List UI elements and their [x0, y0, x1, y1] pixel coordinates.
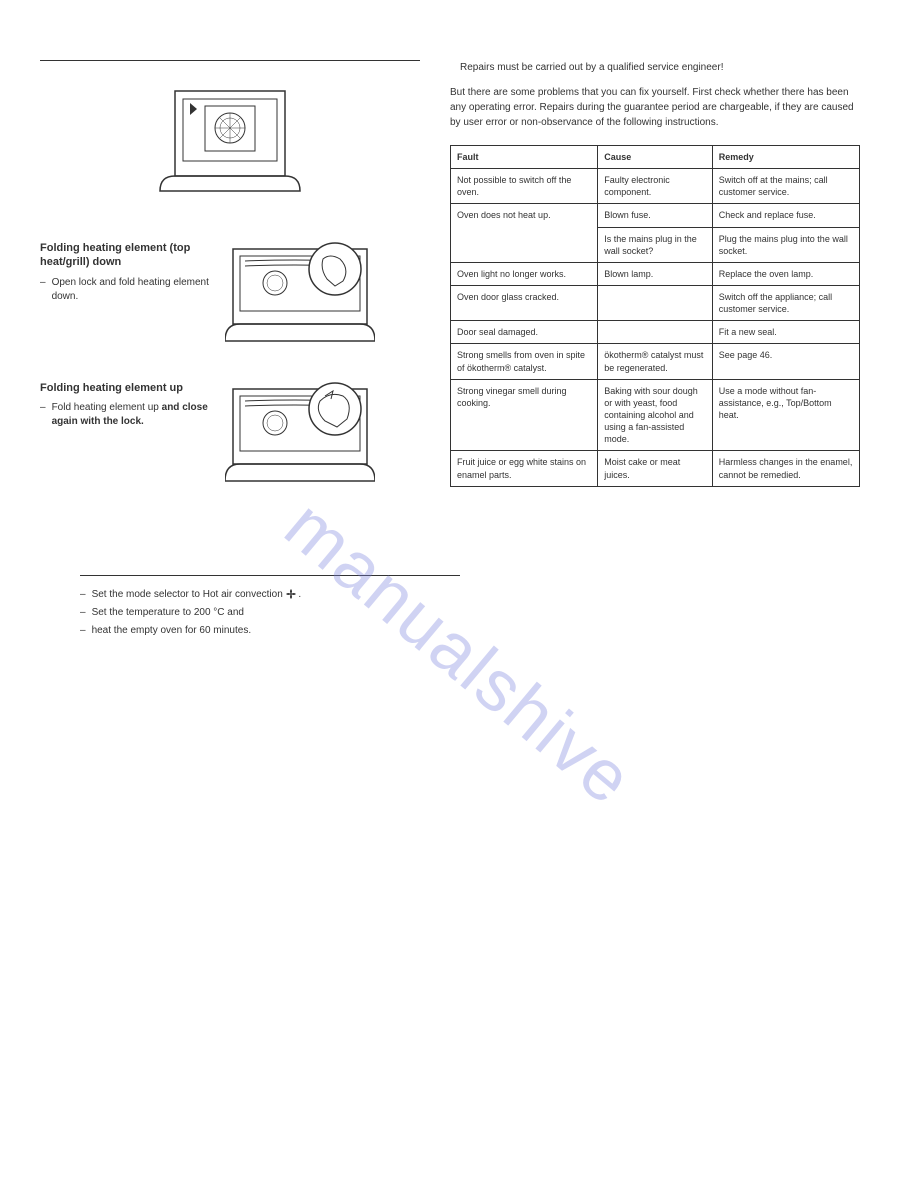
dash-bullet: – — [80, 588, 86, 602]
fold-down-text: Folding heating element (top heat/grill)… — [40, 241, 210, 308]
table-row: Oven does not heat up. Blown fuse. Check… — [451, 204, 860, 227]
divider — [40, 60, 420, 61]
fold-down-heading: Folding heating element (top heat/grill)… — [40, 241, 210, 270]
fold-down-section: Folding heating element (top heat/grill)… — [40, 241, 420, 351]
fan-icon — [286, 589, 296, 599]
oven-fold-down-illustration — [225, 241, 375, 351]
warning-text: Repairs must be carried out by a qualifi… — [450, 60, 860, 75]
table-row: Door seal damaged. Fit a new seal. — [451, 321, 860, 344]
table-header-row: Fault Cause Remedy — [451, 146, 860, 169]
fold-up-heading: Folding heating element up — [40, 381, 210, 395]
table-row: Strong smells from oven in spite of ökot… — [451, 344, 860, 379]
fold-down-instruction: – Open lock and fold heating element dow… — [40, 276, 210, 304]
table-row: Oven light no longer works. Blown lamp. … — [451, 262, 860, 285]
dash-bullet: – — [40, 401, 46, 429]
divider — [80, 575, 460, 576]
th-remedy: Remedy — [712, 146, 859, 169]
table-row: Not possible to switch off the oven. Fau… — [451, 169, 860, 204]
right-column: Repairs must be carried out by a qualifi… — [450, 60, 860, 521]
bottom-steps-section: – Set the mode selector to Hot air conve… — [80, 575, 460, 642]
intro-paragraph: But there are some problems that you can… — [450, 85, 860, 130]
th-fault: Fault — [451, 146, 598, 169]
dash-bullet: – — [80, 606, 86, 620]
th-cause: Cause — [598, 146, 713, 169]
table-row: Fruit juice or egg white stains on ename… — [451, 451, 860, 486]
fold-up-text: Folding heating element up – Fold heatin… — [40, 381, 210, 433]
dash-bullet: – — [40, 276, 46, 304]
fold-up-instruction: – Fold heating element up and close agai… — [40, 401, 210, 429]
step-2: – Set the temperature to 200 °C and — [80, 606, 460, 620]
fold-up-section: Folding heating element up – Fold heatin… — [40, 381, 420, 491]
table-row: Oven door glass cracked. Switch off the … — [451, 285, 860, 320]
table-row: Strong vinegar smell during cooking. Bak… — [451, 379, 860, 451]
oven-fold-up-illustration — [225, 381, 375, 491]
left-column: Folding heating element (top heat/grill)… — [40, 60, 420, 521]
page-container: Folding heating element (top heat/grill)… — [0, 0, 918, 561]
oven-front-illustration — [155, 81, 305, 211]
step-3: – heat the empty oven for 60 minutes. — [80, 624, 460, 638]
troubleshooting-table: Fault Cause Remedy Not possible to switc… — [450, 145, 860, 487]
dash-bullet: – — [80, 624, 86, 638]
step-1: – Set the mode selector to Hot air conve… — [80, 588, 460, 602]
